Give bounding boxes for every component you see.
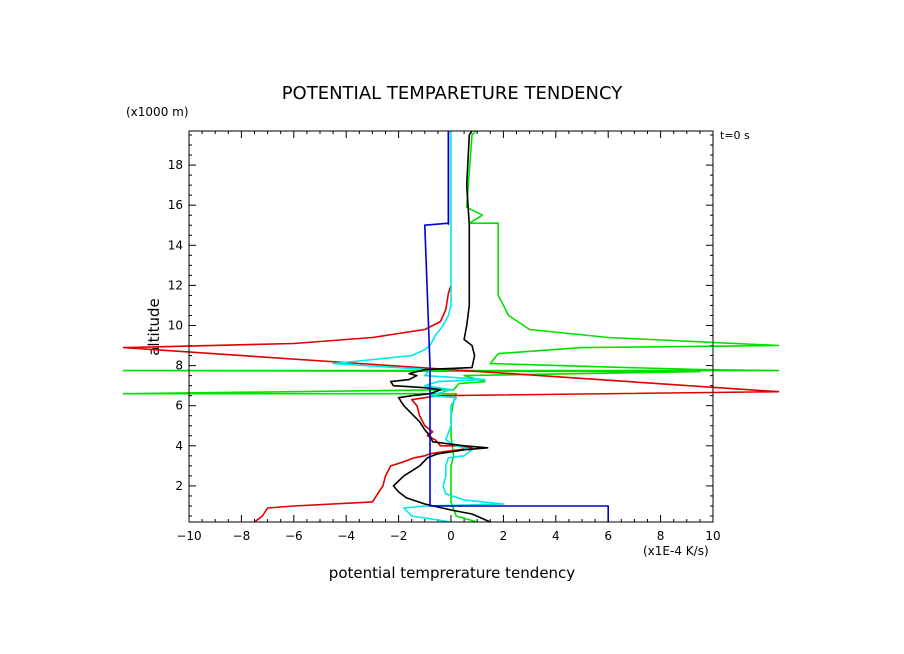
y-unit-label: (x1000 m) — [126, 105, 189, 119]
x-tick-label: 2 — [500, 529, 508, 543]
y-tick-label: 10 — [168, 318, 183, 332]
x-tick-label: 8 — [657, 529, 665, 543]
plot-frame — [188, 130, 714, 523]
y-tick-label: 6 — [175, 399, 183, 413]
time-label: t=0 s — [720, 129, 750, 142]
series-line-cyan — [332, 131, 505, 523]
series-line-black — [389, 130, 491, 523]
x-tick-label: −4 — [337, 529, 355, 543]
x-tick-label: −6 — [285, 529, 303, 543]
series-group — [122, 130, 780, 523]
x-tick-label: 0 — [447, 529, 455, 543]
y-axis-label: altitude — [145, 298, 163, 356]
x-unit-label: (x1E-4 K/s) — [643, 544, 709, 558]
x-axis-label: potential temprerature tendency — [329, 564, 576, 582]
y-tick-label: 18 — [168, 158, 183, 172]
x-tick-label: 6 — [604, 529, 612, 543]
chart-title: POTENTIAL TEMPARETURE TENDENCY — [282, 83, 624, 104]
series-line-red — [122, 285, 780, 523]
y-tick-label: 14 — [168, 238, 183, 252]
y-tick-label: 12 — [168, 278, 183, 292]
x-tick-label: 4 — [552, 529, 560, 543]
x-tick-label: −10 — [176, 529, 201, 543]
series-line-green — [122, 130, 780, 523]
axis-tick-labels: −10 −8 −6 −4 −2 0 2 4 6 8 10 2 4 6 8 10 12 14 16 18 — [168, 158, 721, 543]
series-line-blue — [423, 131, 610, 522]
y-tick-label: 4 — [175, 439, 183, 453]
y-tick-label: 2 — [175, 479, 183, 493]
y-tick-label: 8 — [175, 359, 183, 373]
y-tick-label: 16 — [168, 198, 183, 212]
x-tick-label: 10 — [705, 529, 720, 543]
x-tick-label: −8 — [233, 529, 251, 543]
x-tick-label: −2 — [390, 529, 408, 543]
